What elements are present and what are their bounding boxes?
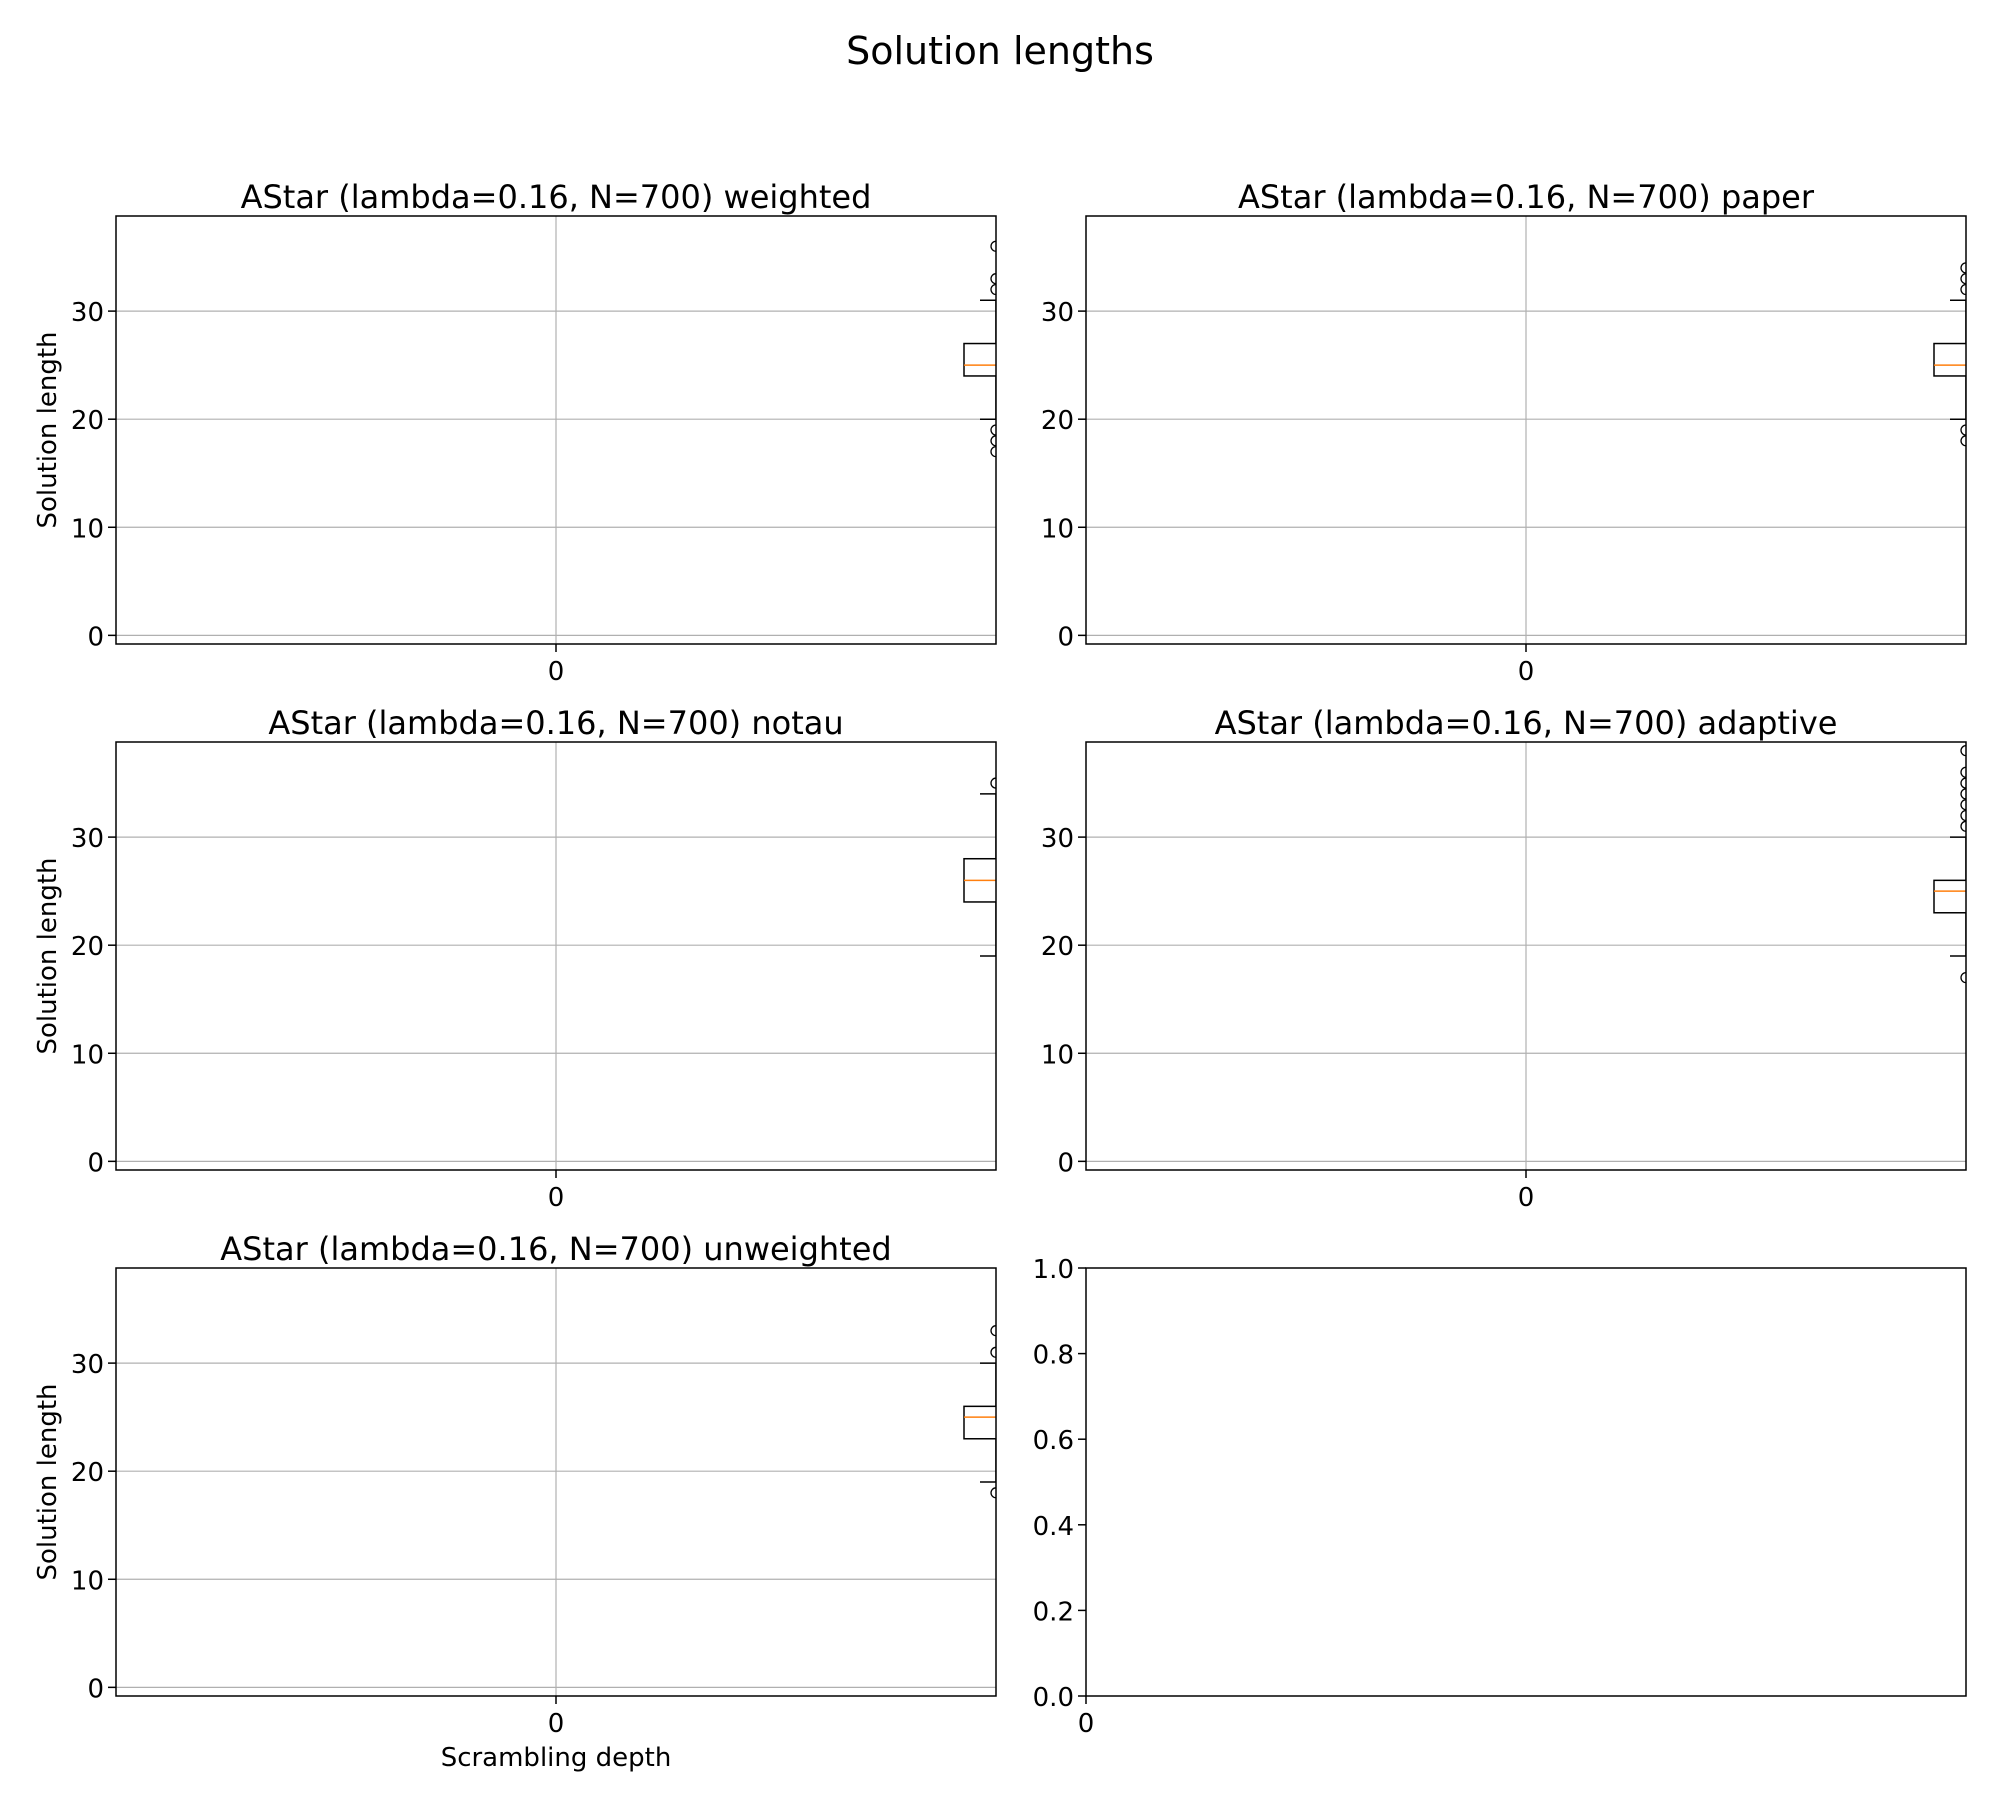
flier-point <box>1960 744 1966 757</box>
y-tick-label: 30 <box>71 1350 104 1380</box>
y-tick-label: 0.0 <box>1033 1683 1074 1713</box>
y-axis-label: Solution length <box>33 1383 63 1580</box>
flier-point <box>990 424 996 436</box>
y-tick-label: 0 <box>87 1148 104 1178</box>
subplot-2: AStar (lambda=0.16, N=700) paper 0 10 20 30 0 <box>1041 178 1967 687</box>
flier-point <box>1960 262 1966 274</box>
subplot-5: AStar (lambda=0.16, N=700) unweighted 0 10… <box>33 1230 997 1773</box>
box-plot <box>1933 262 1966 447</box>
box-plot <box>963 240 996 458</box>
subplot-title: AStar (lambda=0.16, N=700) weighted <box>241 178 872 216</box>
flier-point <box>1960 971 1966 984</box>
flier-point <box>990 283 996 296</box>
y-axis-label: Solution length <box>33 331 63 528</box>
y-tick-label: 0 <box>1057 622 1074 652</box>
y-tick-label: 10 <box>1041 1040 1074 1070</box>
y-tick-label: 20 <box>71 932 104 962</box>
subplot-4: AStar (lambda=0.16, N=700) adaptive 0 10 20… <box>1041 704 1967 1213</box>
y-tick-label: 20 <box>71 406 104 436</box>
flier-point <box>990 273 996 285</box>
x-tick-label: 0 <box>548 657 565 687</box>
subplot-3: AStar (lambda=0.16, N=700) notau 0 10 20 30 0… <box>33 704 997 1213</box>
flier-point <box>990 435 996 447</box>
y-tick-label: 0 <box>1057 1148 1074 1178</box>
subplot-title: AStar (lambda=0.16, N=700) adaptive <box>1215 704 1838 742</box>
flier-point <box>990 240 996 252</box>
subplot-6: 0.0 0.2 0.4 0.6 0.8 1.0 0 <box>1033 1255 1967 1739</box>
y-tick-label: 0.4 <box>1033 1512 1074 1542</box>
flier-point <box>990 777 996 789</box>
box-plot <box>1933 744 1966 984</box>
flier-point <box>1960 809 1966 822</box>
flier-point <box>990 1346 996 1358</box>
y-tick-label: 10 <box>1041 514 1074 544</box>
box-iqr <box>1933 879 1966 914</box>
subplot-title: AStar (lambda=0.16, N=700) paper <box>1238 178 1815 216</box>
y-tick-label: 10 <box>71 1040 104 1070</box>
box-iqr <box>1933 342 1966 377</box>
flier-point <box>990 445 996 458</box>
flier-point <box>1960 788 1966 800</box>
y-tick-label: 0.8 <box>1033 1341 1074 1371</box>
y-tick-label: 10 <box>71 1566 104 1596</box>
subplot-title: AStar (lambda=0.16, N=700) notau <box>268 704 843 742</box>
x-tick-label: 0 <box>548 1183 565 1213</box>
flier-point <box>1960 766 1966 778</box>
flier-point <box>990 1325 996 1337</box>
y-tick-label: 30 <box>1041 298 1074 328</box>
flier-point <box>1960 777 1966 789</box>
x-tick-label: 0 <box>1078 1709 1095 1739</box>
x-tick-label: 0 <box>548 1709 565 1739</box>
y-tick-label: 30 <box>71 298 104 328</box>
y-tick-label: 20 <box>71 1458 104 1488</box>
flier-point <box>1960 435 1966 447</box>
y-tick-label: 0 <box>87 1674 104 1704</box>
flier-point <box>1960 820 1966 832</box>
y-tick-label: 0.6 <box>1033 1426 1074 1456</box>
y-tick-label: 10 <box>71 514 104 544</box>
y-axis-label: Solution length <box>33 857 63 1054</box>
x-tick-label: 0 <box>1518 657 1535 687</box>
y-tick-label: 0 <box>87 622 104 652</box>
flier-point <box>990 1487 996 1499</box>
axes-frame <box>1085 1267 1967 1697</box>
flier-point <box>1960 799 1966 811</box>
flier-point <box>1960 273 1966 285</box>
y-tick-label: 30 <box>1041 824 1074 854</box>
y-tick-label: 30 <box>71 824 104 854</box>
subplot-title: AStar (lambda=0.16, N=700) unweighted <box>220 1230 891 1268</box>
y-tick-label: 20 <box>1041 932 1074 962</box>
x-tick-label: 0 <box>1518 1183 1535 1213</box>
y-tick-label: 20 <box>1041 406 1074 436</box>
subplot-1: AStar (lambda=0.16, N=700) weighted 0 10 20… <box>33 178 997 687</box>
box-iqr <box>963 1405 996 1440</box>
y-tick-label: 0.2 <box>1033 1597 1074 1627</box>
flier-point <box>1960 424 1966 436</box>
figure-title: Solution lengths <box>846 29 1154 73</box>
flier-point <box>1960 283 1966 296</box>
subplot-grid: AStar (lambda=0.16, N=700) weighted 0 10 20… <box>33 178 1967 1773</box>
x-axis-label: Scrambling depth <box>441 1743 672 1773</box>
box-plot <box>963 1325 996 1499</box>
box-iqr <box>963 342 996 377</box>
y-tick-label: 1.0 <box>1033 1255 1074 1285</box>
box-plot <box>963 777 996 957</box>
